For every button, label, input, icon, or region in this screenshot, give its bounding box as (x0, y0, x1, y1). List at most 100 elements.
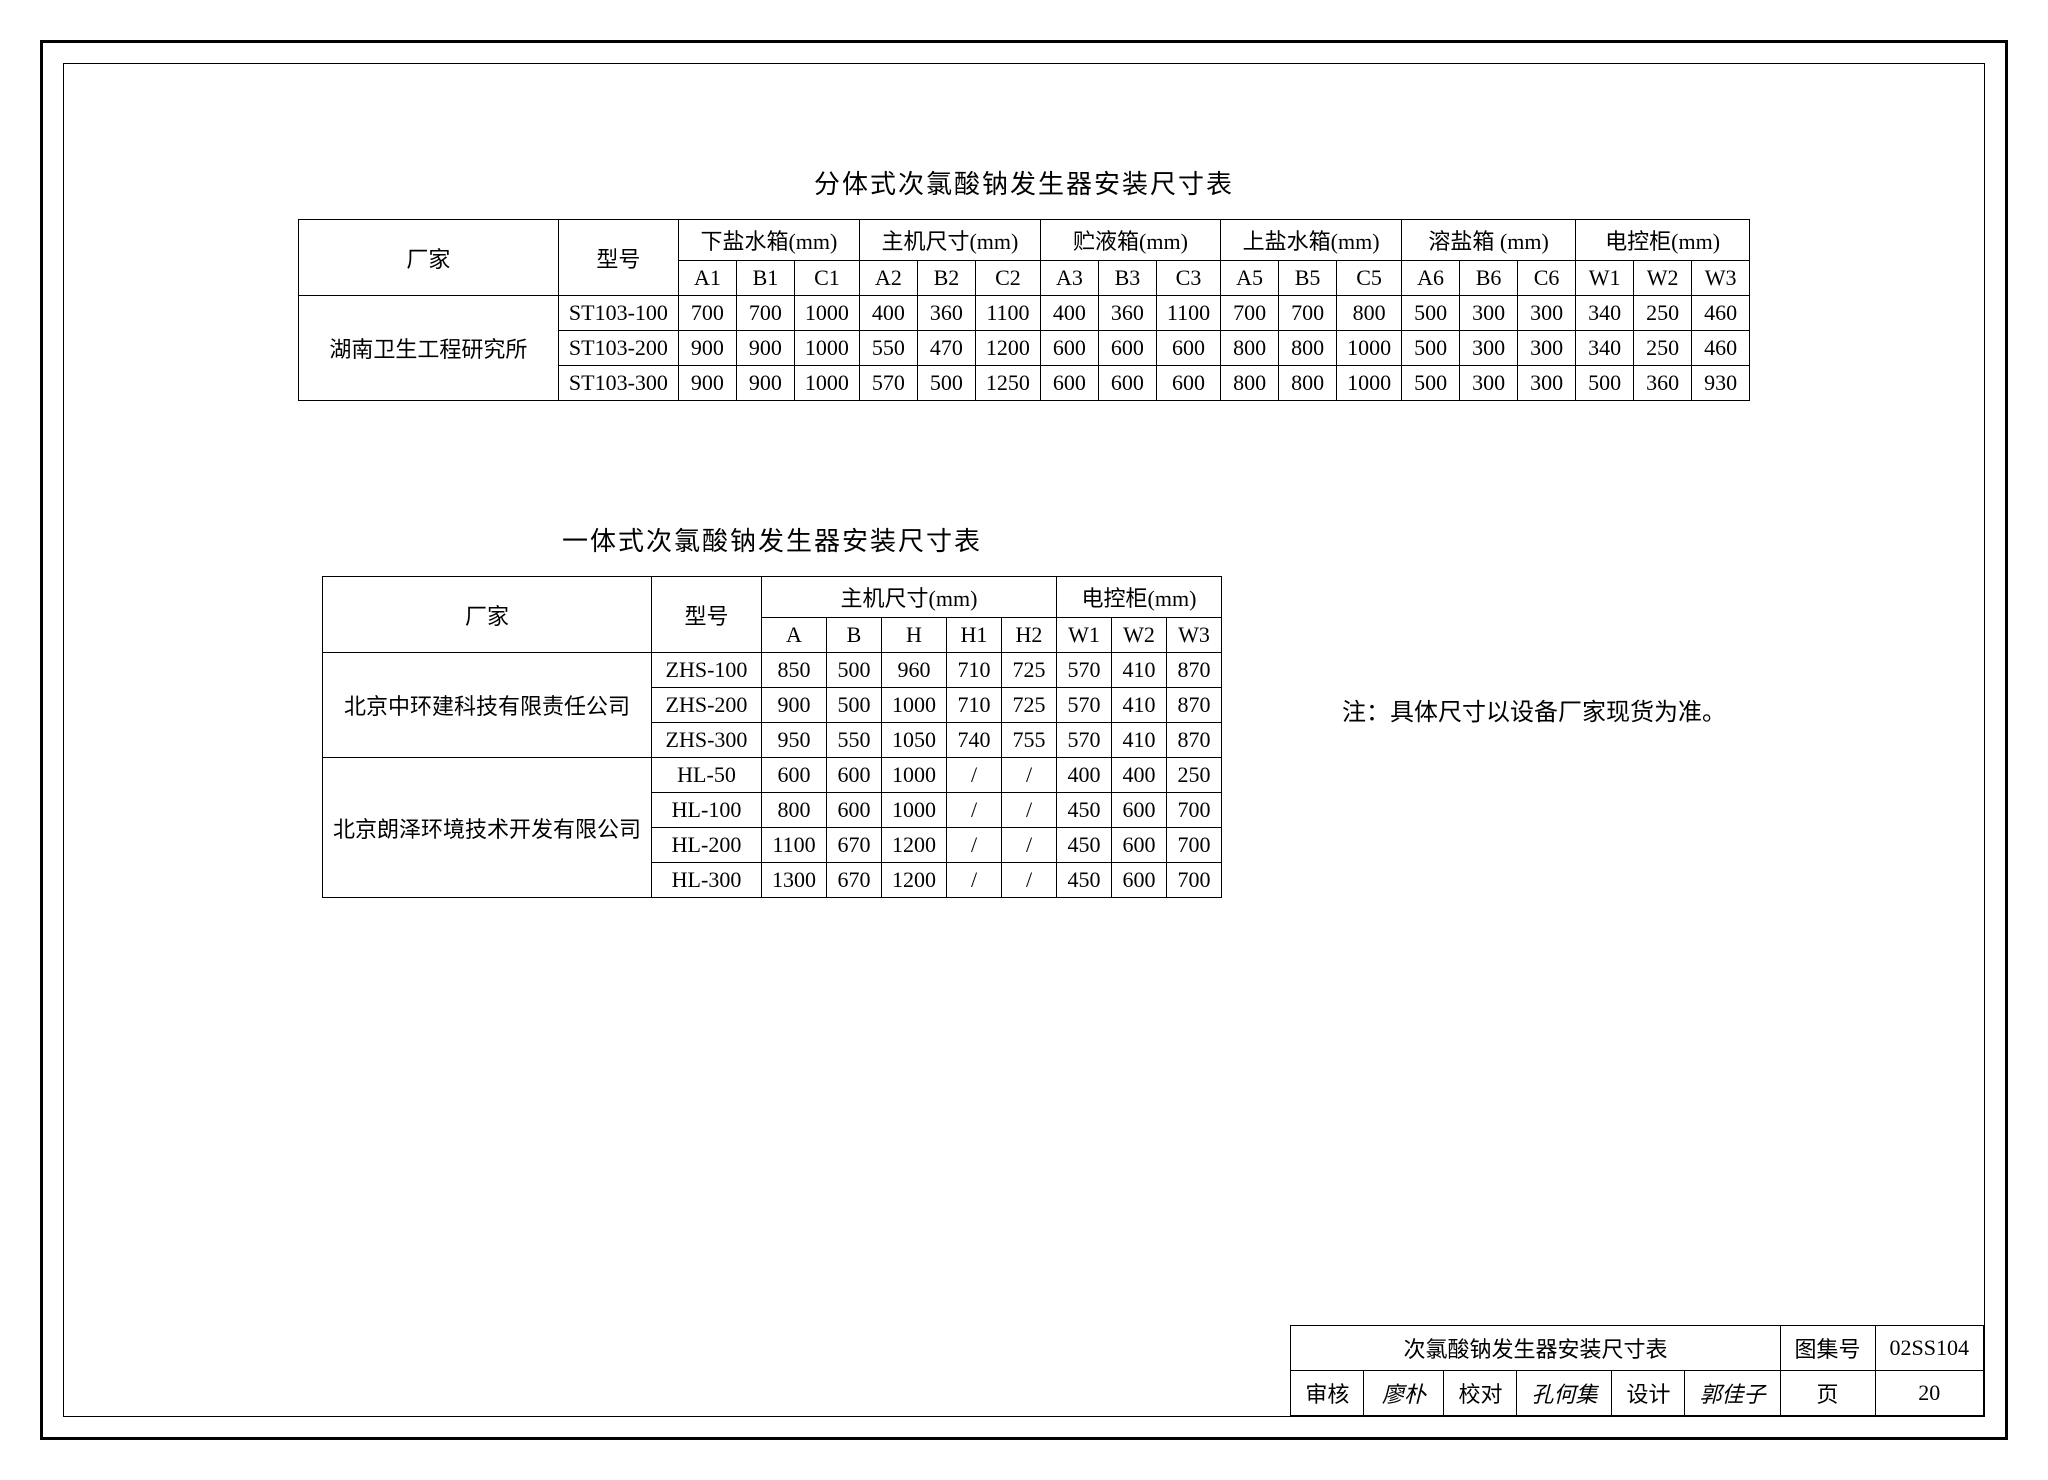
design-sig: 郭佳子 (1685, 1371, 1780, 1416)
col-sub: A1 (678, 261, 736, 296)
col-group: 电控柜(mm) (1057, 577, 1222, 618)
col-group: 主机尺寸(mm) (762, 577, 1057, 618)
cell-value: 1000 (794, 296, 859, 331)
cell-value: 400 (1040, 296, 1098, 331)
col-sub: A5 (1221, 261, 1279, 296)
cell-value: 340 (1576, 331, 1634, 366)
table1-title: 分体式次氯酸钠发生器安装尺寸表 (124, 164, 1924, 201)
cell-manufacturer: 北京朗泽环境技术开发有限公司 (322, 758, 651, 898)
col-sub: B2 (917, 261, 975, 296)
cell-value: 700 (736, 296, 794, 331)
cell-value: 1200 (882, 863, 947, 898)
col-model: 型号 (558, 220, 678, 296)
col-sub: C2 (975, 261, 1040, 296)
col-group: 下盐水箱(mm) (678, 220, 859, 261)
cell-value: 900 (678, 331, 736, 366)
cell-value: 700 (1167, 863, 1222, 898)
col-group: 主机尺寸(mm) (859, 220, 1040, 261)
table1-section: 分体式次氯酸钠发生器安装尺寸表 厂家型号下盐水箱(mm)主机尺寸(mm)贮液箱(… (124, 164, 1924, 401)
table2-section: 一体式次氯酸钠发生器安装尺寸表 厂家型号主机尺寸(mm)电控柜(mm)ABHH1… (124, 521, 1924, 898)
cell-value: 700 (1279, 296, 1337, 331)
cell-value: 1000 (882, 793, 947, 828)
cell-model: HL-300 (652, 863, 762, 898)
cell-value: / (1002, 863, 1057, 898)
cell-value: 700 (1167, 793, 1222, 828)
cell-value: 870 (1167, 653, 1222, 688)
cell-value: 850 (762, 653, 827, 688)
cell-model: ST103-200 (558, 331, 678, 366)
col-sub: W2 (1634, 261, 1692, 296)
cell-value: / (947, 863, 1002, 898)
cell-value: 710 (947, 688, 1002, 723)
cell-model: HL-50 (652, 758, 762, 793)
col-group: 上盐水箱(mm) (1221, 220, 1402, 261)
cell-value: / (947, 828, 1002, 863)
col-sub: A3 (1040, 261, 1098, 296)
col-sub: A2 (859, 261, 917, 296)
review-label: 审核 (1291, 1371, 1364, 1416)
col-sub: C3 (1156, 261, 1220, 296)
cell-value: 800 (1279, 366, 1337, 401)
col-manufacturer: 厂家 (298, 220, 558, 296)
col-group: 溶盐箱 (mm) (1402, 220, 1576, 261)
table2-title: 一体式次氯酸钠发生器安装尺寸表 (322, 521, 1222, 558)
cell-value: 1000 (882, 688, 947, 723)
cell-value: 740 (947, 723, 1002, 758)
col-sub: B6 (1460, 261, 1518, 296)
table-row: 北京朗泽环境技术开发有限公司HL-506006001000//400400250 (322, 758, 1221, 793)
cell-value: 250 (1167, 758, 1222, 793)
cell-value: 870 (1167, 688, 1222, 723)
cell-value: 600 (1112, 793, 1167, 828)
cell-model: ST103-100 (558, 296, 678, 331)
table-row: 北京中环建科技有限责任公司ZHS-10085050096071072557041… (322, 653, 1221, 688)
cell-value: 900 (762, 688, 827, 723)
col-group: 贮液箱(mm) (1040, 220, 1220, 261)
cell-value: 300 (1518, 331, 1576, 366)
cell-value: 1200 (882, 828, 947, 863)
page-label: 页 (1780, 1371, 1875, 1416)
cell-value: 670 (827, 863, 882, 898)
cell-value: 450 (1057, 828, 1112, 863)
cell-value: 800 (1221, 366, 1279, 401)
cell-manufacturer: 湖南卫生工程研究所 (298, 296, 558, 401)
cell-value: 500 (1402, 331, 1460, 366)
table2: 厂家型号主机尺寸(mm)电控柜(mm)ABHH1H2W1W2W3北京中环建科技有… (322, 576, 1222, 898)
col-group: 电控柜(mm) (1576, 220, 1750, 261)
cell-value: 360 (917, 296, 975, 331)
col-manufacturer: 厂家 (322, 577, 651, 653)
cell-value: 600 (1112, 863, 1167, 898)
cell-value: 600 (1098, 331, 1156, 366)
cell-value: 800 (1337, 296, 1402, 331)
cell-value: 950 (762, 723, 827, 758)
col-sub: W1 (1057, 618, 1112, 653)
cell-value: 700 (1167, 828, 1222, 863)
cell-value: 450 (1057, 793, 1112, 828)
cell-value: 1300 (762, 863, 827, 898)
cell-model: ZHS-300 (652, 723, 762, 758)
cell-manufacturer: 北京中环建科技有限责任公司 (322, 653, 651, 758)
cell-value: 1100 (762, 828, 827, 863)
col-sub: C1 (794, 261, 859, 296)
check-label: 校对 (1444, 1371, 1517, 1416)
cell-value: 500 (1576, 366, 1634, 401)
cell-value: 1100 (975, 296, 1040, 331)
check-sig: 孔何集 (1517, 1371, 1612, 1416)
cell-value: 410 (1112, 688, 1167, 723)
inner-frame: 分体式次氯酸钠发生器安装尺寸表 厂家型号下盐水箱(mm)主机尺寸(mm)贮液箱(… (63, 63, 1985, 1417)
cell-value: 800 (762, 793, 827, 828)
cell-value: 800 (1221, 331, 1279, 366)
col-sub: A (762, 618, 827, 653)
titleblock-title: 次氯酸钠发生器安装尺寸表 (1291, 1326, 1780, 1371)
cell-value: 1000 (794, 331, 859, 366)
col-sub: B5 (1279, 261, 1337, 296)
cell-value: 725 (1002, 688, 1057, 723)
cell-value: 340 (1576, 296, 1634, 331)
cell-value: 1050 (882, 723, 947, 758)
cell-value: 960 (882, 653, 947, 688)
cell-value: / (1002, 758, 1057, 793)
cell-value: 900 (736, 366, 794, 401)
col-sub: H1 (947, 618, 1002, 653)
cell-value: 460 (1692, 296, 1750, 331)
cell-value: 700 (1221, 296, 1279, 331)
col-sub: B3 (1098, 261, 1156, 296)
